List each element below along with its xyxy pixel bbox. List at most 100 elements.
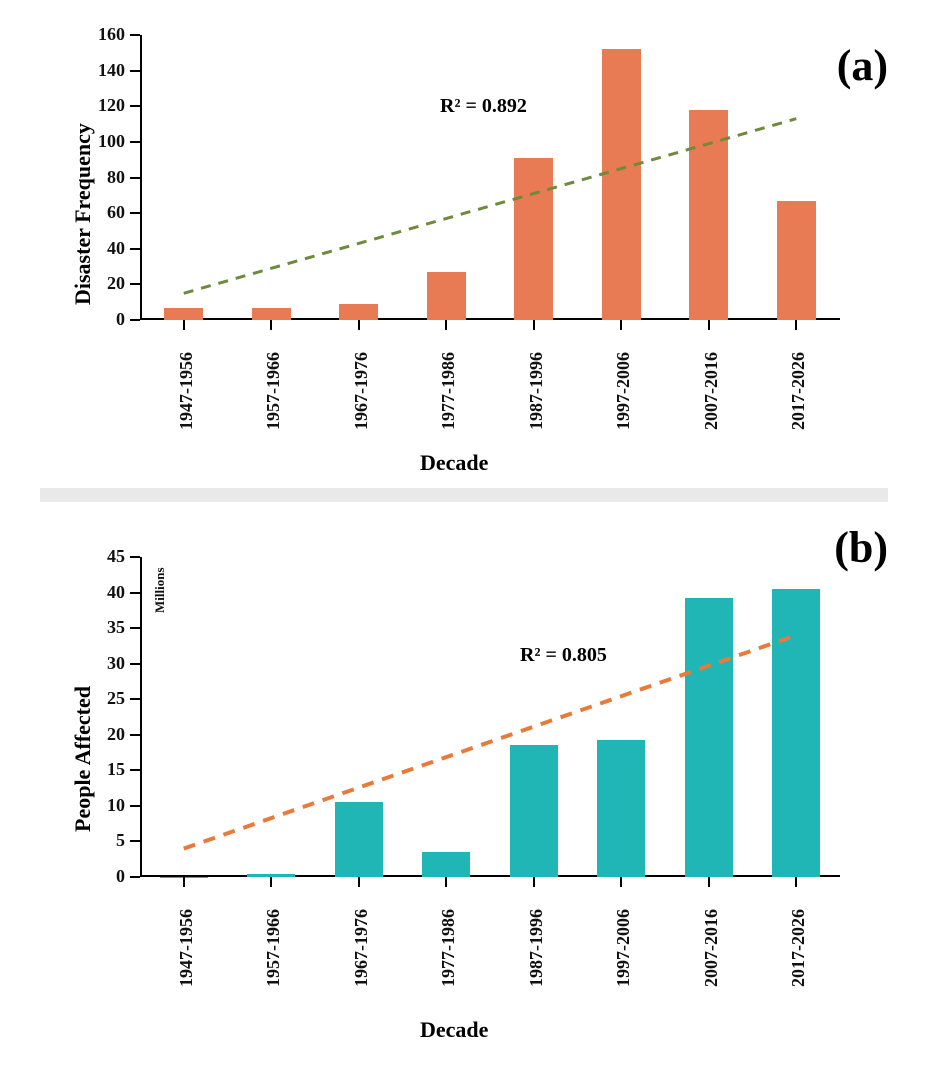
xtick-label-a: 1947-1956 bbox=[176, 352, 197, 430]
x-axis-a bbox=[140, 318, 840, 320]
bar-a bbox=[602, 49, 641, 320]
y-axis-a bbox=[140, 35, 142, 320]
xtick-mark-b bbox=[533, 877, 535, 887]
ytick-label-b: 5 bbox=[85, 830, 125, 851]
ytick-mark-b bbox=[130, 876, 140, 878]
ytick-mark-b bbox=[130, 840, 140, 842]
xtick-label-b: 1947-1956 bbox=[176, 909, 197, 987]
xtick-mark-b bbox=[358, 877, 360, 887]
ytick-label-b: 30 bbox=[85, 653, 125, 674]
ytick-label-a: 140 bbox=[85, 60, 125, 81]
xtick-label-b: 1977-1986 bbox=[438, 909, 459, 987]
ytick-label-a: 120 bbox=[85, 95, 125, 116]
ytick-label-b: 15 bbox=[85, 759, 125, 780]
panel-letter-b: (b) bbox=[834, 522, 888, 573]
xtick-label-a: 1997-2006 bbox=[613, 352, 634, 430]
plot-area-b: 051015202530354045Millions1947-19561957-… bbox=[140, 557, 840, 877]
ytick-mark-b bbox=[130, 734, 140, 736]
bar-b bbox=[685, 598, 733, 877]
ytick-label-b: 40 bbox=[85, 582, 125, 603]
trendline-b bbox=[140, 557, 840, 877]
ytick-mark-a bbox=[130, 177, 140, 179]
ytick-mark-a bbox=[130, 283, 140, 285]
xtick-label-a: 1967-1976 bbox=[351, 352, 372, 430]
ytick-label-a: 100 bbox=[85, 131, 125, 152]
ytick-label-a: 20 bbox=[85, 273, 125, 294]
xtick-mark-a bbox=[795, 320, 797, 330]
ytick-label-a: 0 bbox=[85, 309, 125, 330]
xtick-mark-b bbox=[620, 877, 622, 887]
bar-b bbox=[772, 589, 820, 877]
bar-a bbox=[689, 110, 728, 320]
ytick-mark-b bbox=[130, 627, 140, 629]
xtick-mark-a bbox=[358, 320, 360, 330]
trendline-a bbox=[140, 35, 840, 320]
ytick-mark-b bbox=[130, 805, 140, 807]
bar-a bbox=[164, 308, 203, 320]
bar-a bbox=[339, 304, 378, 320]
xtick-mark-a bbox=[445, 320, 447, 330]
panel-a: (a) R² = 0.892 Disaster Frequency Decade… bbox=[0, 0, 928, 488]
ytick-mark-a bbox=[130, 248, 140, 250]
panel-b: (b) R² = 0.805 People Affected Decade 05… bbox=[0, 502, 928, 1067]
xtick-mark-a bbox=[270, 320, 272, 330]
ytick-label-b: 45 bbox=[85, 546, 125, 567]
plot-area-a: 0204060801001201401601947-19561957-19661… bbox=[140, 35, 840, 320]
xtick-label-a: 1957-1966 bbox=[263, 352, 284, 430]
ytick-label-a: 40 bbox=[85, 238, 125, 259]
ytick-mark-a bbox=[130, 34, 140, 36]
xtick-mark-b bbox=[183, 877, 185, 887]
ytick-mark-b bbox=[130, 769, 140, 771]
ytick-mark-a bbox=[130, 70, 140, 72]
xtick-label-b: 1967-1976 bbox=[351, 909, 372, 987]
bar-a bbox=[427, 272, 466, 320]
ytick-mark-a bbox=[130, 105, 140, 107]
xtick-label-a: 2007-2016 bbox=[701, 352, 722, 430]
xtick-label-b: 1997-2006 bbox=[613, 909, 634, 987]
ytick-mark-b bbox=[130, 556, 140, 558]
panel-separator bbox=[40, 488, 888, 502]
bar-b bbox=[597, 740, 645, 877]
bar-a bbox=[777, 201, 816, 320]
ytick-label-b: 0 bbox=[85, 866, 125, 887]
xtick-label-b: 2017-2026 bbox=[788, 909, 809, 987]
ytick-mark-b bbox=[130, 663, 140, 665]
bar-b bbox=[510, 745, 558, 877]
bar-a bbox=[514, 158, 553, 320]
xtick-label-b: 1987-1996 bbox=[526, 909, 547, 987]
ytick-label-b: 10 bbox=[85, 795, 125, 816]
xtick-mark-a bbox=[708, 320, 710, 330]
xtick-mark-b bbox=[270, 877, 272, 887]
panel-letter-a: (a) bbox=[837, 40, 888, 91]
ytick-mark-a bbox=[130, 212, 140, 214]
y-unit-label-b: Millions bbox=[152, 567, 168, 613]
figure: (a) R² = 0.892 Disaster Frequency Decade… bbox=[0, 0, 928, 1067]
xtick-label-b: 1957-1966 bbox=[263, 909, 284, 987]
xtick-mark-a bbox=[620, 320, 622, 330]
ytick-label-b: 35 bbox=[85, 617, 125, 638]
xtick-label-b: 2007-2016 bbox=[701, 909, 722, 987]
ytick-mark-a bbox=[130, 319, 140, 321]
x-axis-b bbox=[140, 875, 840, 877]
ytick-label-b: 25 bbox=[85, 688, 125, 709]
ytick-label-a: 60 bbox=[85, 202, 125, 223]
x-axis-label-a: Decade bbox=[420, 450, 488, 476]
xtick-label-a: 2017-2026 bbox=[788, 352, 809, 430]
xtick-label-a: 1987-1996 bbox=[526, 352, 547, 430]
bar-b bbox=[335, 802, 383, 877]
ytick-label-b: 20 bbox=[85, 724, 125, 745]
xtick-label-a: 1977-1986 bbox=[438, 352, 459, 430]
bar-a bbox=[252, 308, 291, 320]
xtick-mark-b bbox=[795, 877, 797, 887]
xtick-mark-a bbox=[533, 320, 535, 330]
y-axis-b bbox=[140, 557, 142, 877]
xtick-mark-b bbox=[445, 877, 447, 887]
xtick-mark-b bbox=[708, 877, 710, 887]
xtick-mark-a bbox=[183, 320, 185, 330]
ytick-label-a: 160 bbox=[85, 24, 125, 45]
ytick-mark-a bbox=[130, 141, 140, 143]
ytick-label-a: 80 bbox=[85, 167, 125, 188]
ytick-mark-b bbox=[130, 698, 140, 700]
ytick-mark-b bbox=[130, 592, 140, 594]
bar-b bbox=[422, 852, 470, 877]
